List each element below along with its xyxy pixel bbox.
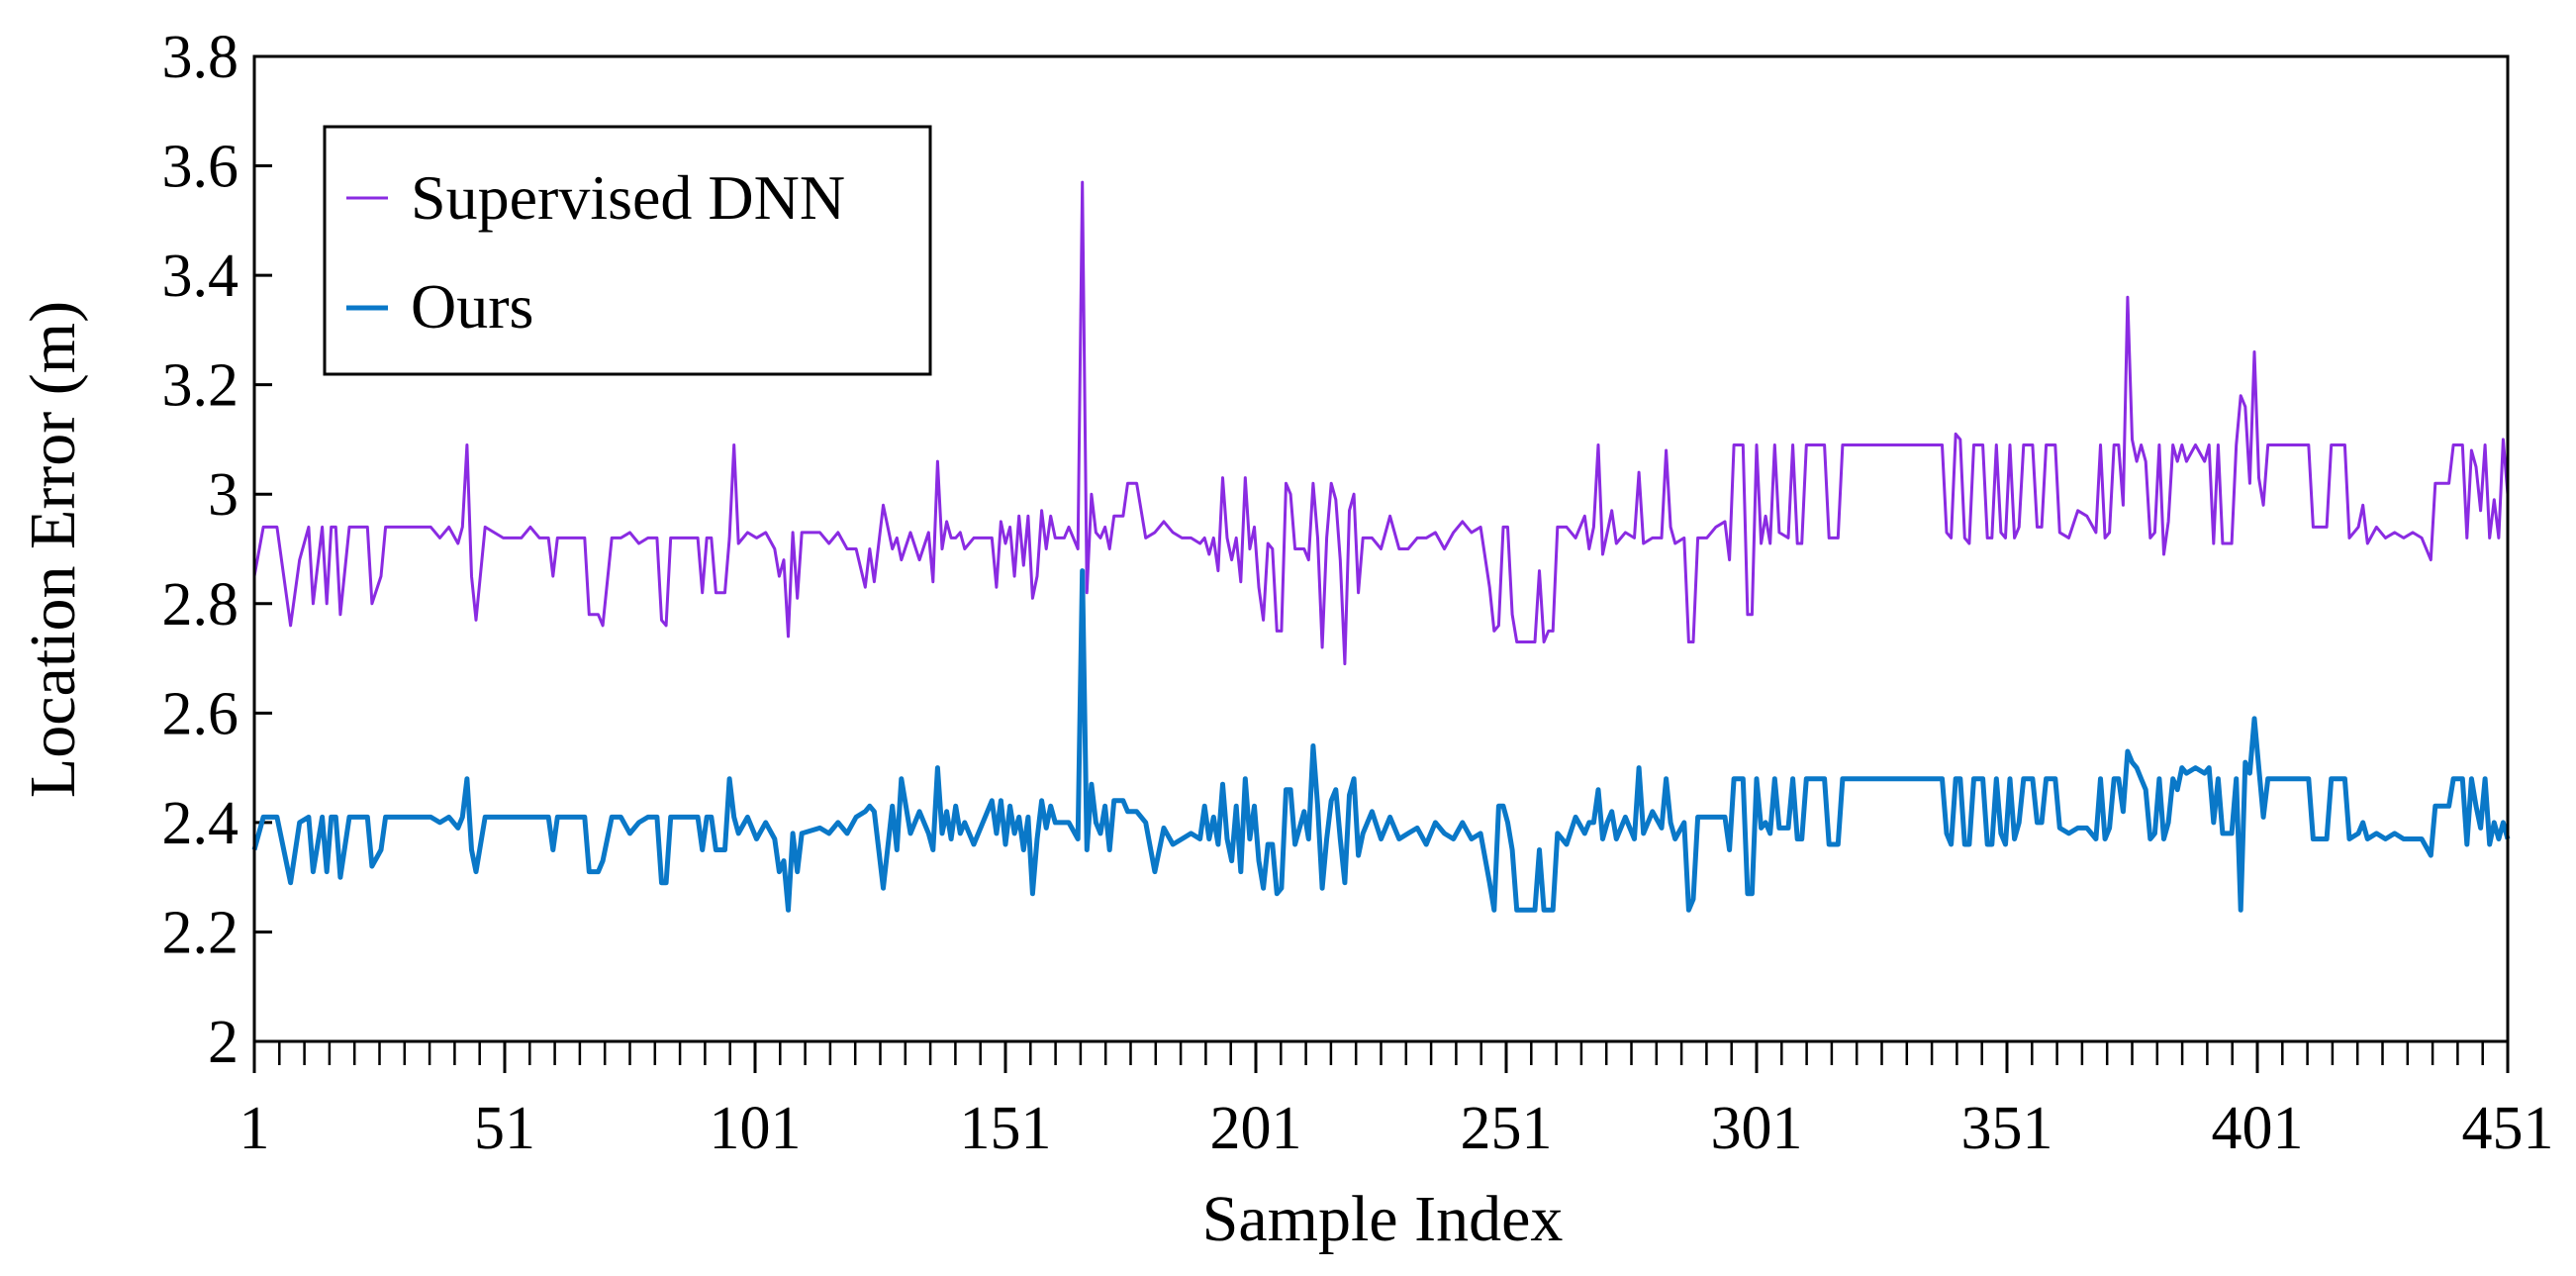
x-tick-label: 401 [2212, 1095, 2304, 1162]
legend: Supervised DNN Ours [323, 125, 932, 376]
x-axis-title: Sample Index [1202, 1183, 1564, 1255]
x-tick-label: 51 [474, 1095, 535, 1162]
y-tick-label: 3.2 [162, 352, 239, 420]
series-line-supervised-dnn [252, 180, 2510, 666]
y-tick-label: 2.8 [162, 571, 239, 638]
y-tick-label: 3 [208, 461, 239, 529]
x-tick-label: 201 [1210, 1095, 1302, 1162]
y-tick-label: 2 [208, 1009, 239, 1076]
x-tick-label: 451 [2462, 1095, 2554, 1162]
y-axis-ticks: 2 2.2 2.4 2.6 2.8 3 3.2 3.4 3.6 3.8 [162, 24, 272, 1076]
y-tick-label: 2.2 [162, 899, 239, 966]
x-tick-label: 151 [960, 1095, 1052, 1162]
x-tick-label: 351 [1961, 1095, 2053, 1162]
y-tick-label: 3.8 [162, 24, 239, 91]
x-tick-label: 101 [710, 1095, 802, 1162]
series-layer [251, 180, 2511, 913]
y-tick-label: 3.6 [162, 134, 239, 201]
plot-frame [252, 54, 2510, 1043]
x-axis-ticks: 1 51 101 151 201 251 301 351 401 451 [239, 1041, 2554, 1162]
x-tick-label: 1 [239, 1095, 270, 1162]
legend-label-ours: Ours [411, 271, 533, 342]
y-tick-label: 2.4 [162, 790, 239, 857]
y-axis-title: Location Error (m) [17, 301, 89, 798]
legend-label-supervised-dnn: Supervised DNN [411, 162, 845, 233]
series-line-ours [251, 568, 2511, 913]
y-tick-label: 3.4 [162, 243, 239, 310]
x-tick-label: 301 [1711, 1095, 1803, 1162]
x-tick-label: 251 [1461, 1095, 1553, 1162]
y-tick-label: 2.6 [162, 680, 239, 747]
legend-box [323, 125, 932, 376]
